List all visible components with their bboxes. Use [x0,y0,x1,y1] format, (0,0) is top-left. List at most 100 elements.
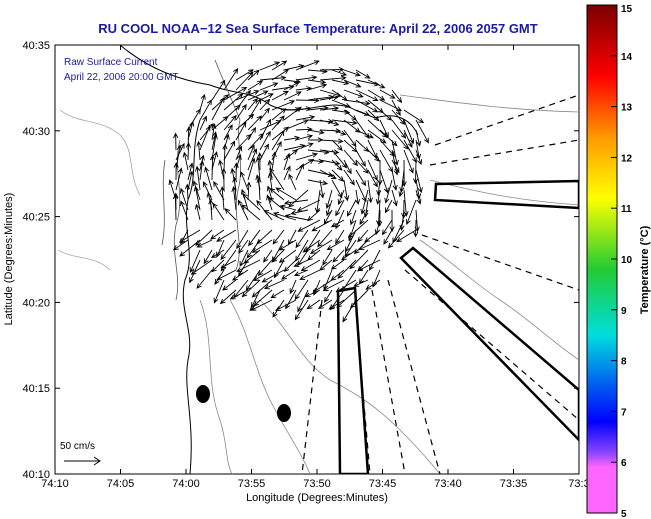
current-vector-arrow [269,167,285,191]
current-vector-arrow [241,193,261,211]
current-vector-arrow [355,189,361,206]
scale-bar-label: 50 cm/s [60,441,95,452]
current-vector-arrow [331,69,348,76]
current-vector-arrow [271,100,296,111]
current-vector-arrow [212,202,225,221]
current-vector-arrow [304,289,321,298]
current-vector-arrow [261,269,285,283]
current-vector-arrow [283,259,297,273]
current-vector-arrow [335,229,345,245]
colorbar-tick-label: 8 [621,357,627,368]
current-vector-arrow [293,259,309,267]
current-vector-arrow [218,159,225,181]
current-vector-arrow [241,279,261,298]
current-vector-arrow [243,249,261,264]
y-axis-label: Latitude (Degrees:Minutes) [3,193,15,326]
current-vector-arrow [326,239,345,251]
x-tick-label: 74:00 [172,478,200,490]
current-vector-arrow [391,99,401,117]
current-vector-arrow [295,163,304,181]
current-vector-arrow [383,229,393,245]
map-frame [54,44,580,475]
current-vector-arrow [415,129,422,147]
current-vector-arrow [355,109,371,116]
current-vector-arrow [271,90,290,101]
current-vector-arrow [367,89,386,101]
current-vector-arrow [367,159,378,182]
current-vector-arrow [322,249,333,266]
current-vector-arrow [355,89,379,101]
current-vector-arrow [311,219,333,232]
current-vector-arrow [319,138,344,144]
current-vector-arrow [173,132,179,151]
current-vector-arrow [415,149,423,166]
current-vector-arrow [283,81,300,91]
current-vector-arrow [259,61,281,71]
colorbar-ticks: 15 14 13 12 11 10 9 8 7 6 5 [611,4,633,519]
current-vector-arrow [381,219,393,236]
current-vector-arrow [403,149,414,174]
current-vector-arrow [355,159,369,174]
current-vector-arrow [263,249,273,263]
current-vector-arrow [300,259,321,272]
current-vector-arrow [256,176,262,201]
current-vector-arrow [185,142,192,161]
current-vector-arrow [241,204,261,221]
current-vector-arrow [229,289,249,300]
current-vector-arrow [223,68,239,91]
current-vector-arrow [235,113,255,131]
current-vector-arrow [403,129,413,148]
current-vector-arrow [344,239,357,257]
colorbar-tick-label: 9 [621,306,627,317]
current-vector-arrow [279,204,297,211]
x-tick-label: 73:35 [500,478,528,490]
current-vector-arrow [175,142,185,161]
colorbar-tick-label: 15 [621,4,633,15]
current-vector-arrow [196,239,213,248]
current-vector-arrow [187,162,194,181]
current-vector-arrow [331,169,345,182]
current-vector-arrow [391,89,403,104]
x-tick-label: 73:45 [369,478,397,490]
current-vector-arrow [247,98,258,111]
current-vector-arrow [337,259,357,279]
current-vector-arrow [343,89,364,98]
current-vector-arrow [220,239,237,261]
current-vector-arrow [357,259,381,272]
current-vector-arrow [295,134,314,141]
current-vector-arrow [271,115,285,131]
current-vector-arrow [216,229,237,242]
current-vector-arrow [231,269,249,281]
current-vector-arrow [211,94,230,111]
current-vector-arrow [349,209,357,226]
current-vector-arrow [403,109,425,124]
current-vector-arrow [367,149,380,162]
current-vector-arrow [355,139,370,152]
current-vector-arrow [367,179,373,204]
current-vector-arrow [173,161,179,181]
current-vector-arrow [295,152,318,161]
current-vector-arrow [288,173,297,191]
bathymetry-contour-4 [419,239,579,361]
current-vector-arrow [295,75,318,81]
current-vector-arrow [223,140,236,161]
current-vector-arrow [211,259,225,273]
current-vector-arrow [247,98,262,121]
current-vector-arrow [387,229,405,249]
current-vector-arrow [275,299,297,311]
current-vector-arrow [284,213,309,221]
current-vector-arrow [213,180,225,201]
current-vector-arrow [263,279,285,290]
current-vector-arrow [270,289,285,299]
current-vector-arrow [391,119,407,139]
current-vector-arrow [343,109,357,121]
current-vector-arrow [272,229,285,245]
colorbar-tick-label: 11 [621,204,632,215]
current-vector-arrow [189,249,201,273]
current-vector-arrow [247,80,264,91]
colorbar-tick-label: 7 [621,407,627,418]
current-vector-arrow [271,140,282,161]
current-vector-arrow [331,79,350,86]
current-vector-arrow [295,114,316,121]
current-vector-arrow [293,269,309,277]
